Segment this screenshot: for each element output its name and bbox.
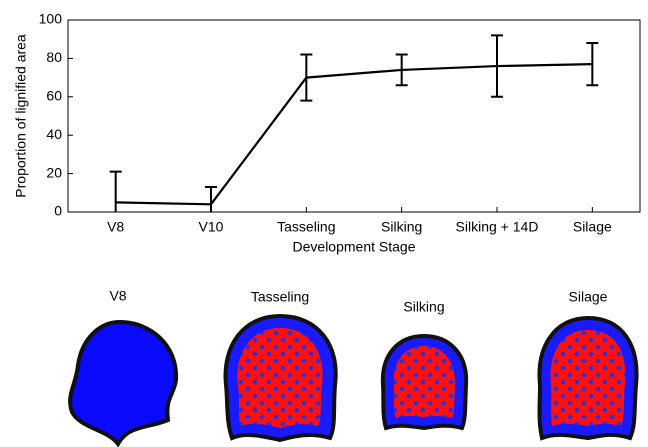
- x-tick-label: Silage: [573, 219, 612, 235]
- x-tick-label: V8: [107, 219, 124, 235]
- section-lignified: [237, 328, 322, 428]
- x-tick-label: V10: [199, 219, 224, 235]
- figure: Proportion of lignified area Development…: [0, 0, 648, 447]
- y-tick-label: 80: [46, 49, 62, 65]
- data-layer: [110, 35, 599, 233]
- section-label: Silking: [403, 299, 444, 315]
- section-images: V8 Tasseling Silking Silage: [70, 288, 636, 444]
- x-axis-label: Development Stage: [293, 239, 416, 255]
- section-lignified: [394, 346, 455, 418]
- y-tick-label: 100: [39, 11, 63, 27]
- y-tick-label: 0: [54, 203, 62, 219]
- section-label: Tasseling: [251, 289, 309, 305]
- section-label: Silage: [569, 289, 608, 305]
- plot-frame: [68, 20, 640, 212]
- x-tick-label: Silking + 14D: [456, 219, 539, 235]
- x-tick-label: Tasseling: [277, 219, 335, 235]
- x-tick-label: Silking: [381, 219, 422, 235]
- y-axis-label: Proportion of lignified area: [13, 34, 29, 198]
- y-tick-label: 60: [46, 88, 62, 104]
- section-v8: [70, 322, 176, 444]
- data-line: [116, 64, 593, 204]
- section-label: V8: [109, 288, 126, 304]
- y-tick-label: 40: [46, 126, 62, 142]
- plot: 0 20 40 60 80 100 V8 V10 Tasseling Silking Silking…: [39, 11, 640, 235]
- section-lignified: [551, 330, 626, 426]
- y-tick-label: 20: [46, 164, 62, 180]
